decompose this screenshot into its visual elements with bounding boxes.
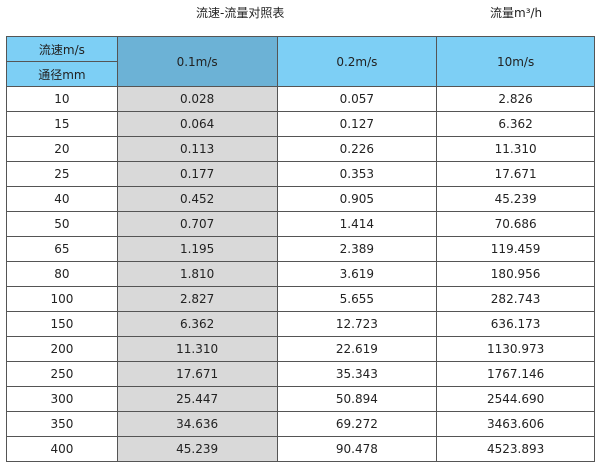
flow-cell: 11.310 xyxy=(436,136,595,162)
flow-cell: 4523.893 xyxy=(436,436,595,462)
diameter-cell: 15 xyxy=(6,111,118,137)
diameter-cell: 10 xyxy=(6,86,118,112)
diameter-cell: 350 xyxy=(6,411,118,437)
diameter-cell: 80 xyxy=(6,261,118,287)
flow-cell: 3.619 xyxy=(276,261,438,287)
flow-cell: 5.655 xyxy=(276,286,438,312)
table-row: 10 0.028 0.057 2.826 xyxy=(6,86,595,112)
flow-cell: 0.452 xyxy=(116,186,278,212)
flow-cell: 0.226 xyxy=(276,136,438,162)
table-row: 300 25.447 50.894 2544.690 xyxy=(6,386,595,412)
flow-cell: 17.671 xyxy=(116,361,278,387)
diameter-cell: 100 xyxy=(6,286,118,312)
flow-cell: 34.636 xyxy=(116,411,278,437)
flow-cell: 69.272 xyxy=(276,411,438,437)
diameter-cell: 65 xyxy=(6,236,118,262)
diameter-cell: 400 xyxy=(6,436,118,462)
table-row: 350 34.636 69.272 3463.606 xyxy=(6,411,595,437)
flow-cell: 1130.973 xyxy=(436,336,595,362)
diameter-cell: 40 xyxy=(6,186,118,212)
flow-cell: 2.826 xyxy=(436,86,595,112)
flow-cell: 35.343 xyxy=(276,361,438,387)
table-row: 65 1.195 2.389 119.459 xyxy=(6,236,595,262)
flow-cell: 11.310 xyxy=(116,336,278,362)
table-row: 25 0.177 0.353 17.671 xyxy=(6,161,595,187)
flow-cell: 6.362 xyxy=(116,311,278,337)
speed-label: 流速m/s xyxy=(6,36,118,62)
flow-cell: 12.723 xyxy=(276,311,438,337)
flow-cell: 3463.606 xyxy=(436,411,595,437)
flow-cell: 45.239 xyxy=(116,436,278,462)
flow-cell: 2.389 xyxy=(276,236,438,262)
flow-cell: 1767.146 xyxy=(436,361,595,387)
flow-cell: 22.619 xyxy=(276,336,438,362)
diameter-cell: 20 xyxy=(6,136,118,162)
flow-cell: 1.414 xyxy=(276,211,438,237)
diameter-cell: 150 xyxy=(6,311,118,337)
flow-cell: 0.905 xyxy=(276,186,438,212)
flow-cell: 636.173 xyxy=(436,311,595,337)
flow-cell: 0.707 xyxy=(116,211,278,237)
diameter-cell: 200 xyxy=(6,336,118,362)
table-row: 200 11.310 22.619 1130.973 xyxy=(6,336,595,362)
flow-cell: 50.894 xyxy=(276,386,438,412)
table-row: 40 0.452 0.905 45.239 xyxy=(6,186,595,212)
flow-cell: 119.459 xyxy=(436,236,595,262)
flow-cell: 45.239 xyxy=(436,186,595,212)
column-header: 0.1m/s xyxy=(116,36,278,87)
flow-cell: 2.827 xyxy=(116,286,278,312)
flow-cell: 1.810 xyxy=(116,261,278,287)
diameter-cell: 50 xyxy=(6,211,118,237)
flow-cell: 17.671 xyxy=(436,161,595,187)
table-row: 150 6.362 12.723 636.173 xyxy=(6,311,595,337)
column-header: 10m/s xyxy=(436,36,595,87)
flow-cell: 0.113 xyxy=(116,136,278,162)
flow-cell: 0.064 xyxy=(116,111,278,137)
flow-cell: 0.057 xyxy=(276,86,438,112)
flow-cell: 0.353 xyxy=(276,161,438,187)
flow-cell: 0.028 xyxy=(116,86,278,112)
flow-rate-table: 流速m/s 0.1m/s 0.2m/s 10m/s 通径mm 10 0.028 0.… xyxy=(6,36,595,462)
column-header: 0.2m/s xyxy=(276,36,438,87)
flow-cell: 70.686 xyxy=(436,211,595,237)
table-row: 20 0.113 0.226 11.310 xyxy=(6,136,595,162)
flow-cell: 282.743 xyxy=(436,286,595,312)
table-row: 50 0.707 1.414 70.686 xyxy=(6,211,595,237)
diameter-label: 通径mm xyxy=(6,61,118,87)
table-row: 80 1.810 3.619 180.956 xyxy=(6,261,595,287)
flow-cell: 6.362 xyxy=(436,111,595,137)
flow-cell: 2544.690 xyxy=(436,386,595,412)
flow-cell: 180.956 xyxy=(436,261,595,287)
table-row: 400 45.239 90.478 4523.893 xyxy=(6,436,595,462)
diameter-cell: 300 xyxy=(6,386,118,412)
flow-cell: 1.195 xyxy=(116,236,278,262)
table-title: 流速-流量对照表 xyxy=(196,6,285,20)
unit-label: 流量m³/h xyxy=(490,6,543,20)
table-row: 15 0.064 0.127 6.362 xyxy=(6,111,595,137)
flow-cell: 25.447 xyxy=(116,386,278,412)
flow-cell: 90.478 xyxy=(276,436,438,462)
flow-cell: 0.127 xyxy=(276,111,438,137)
diameter-cell: 25 xyxy=(6,161,118,187)
table-row: 250 17.671 35.343 1767.146 xyxy=(6,361,595,387)
diameter-cell: 250 xyxy=(6,361,118,387)
flow-cell: 0.177 xyxy=(116,161,278,187)
table-row: 100 2.827 5.655 282.743 xyxy=(6,286,595,312)
